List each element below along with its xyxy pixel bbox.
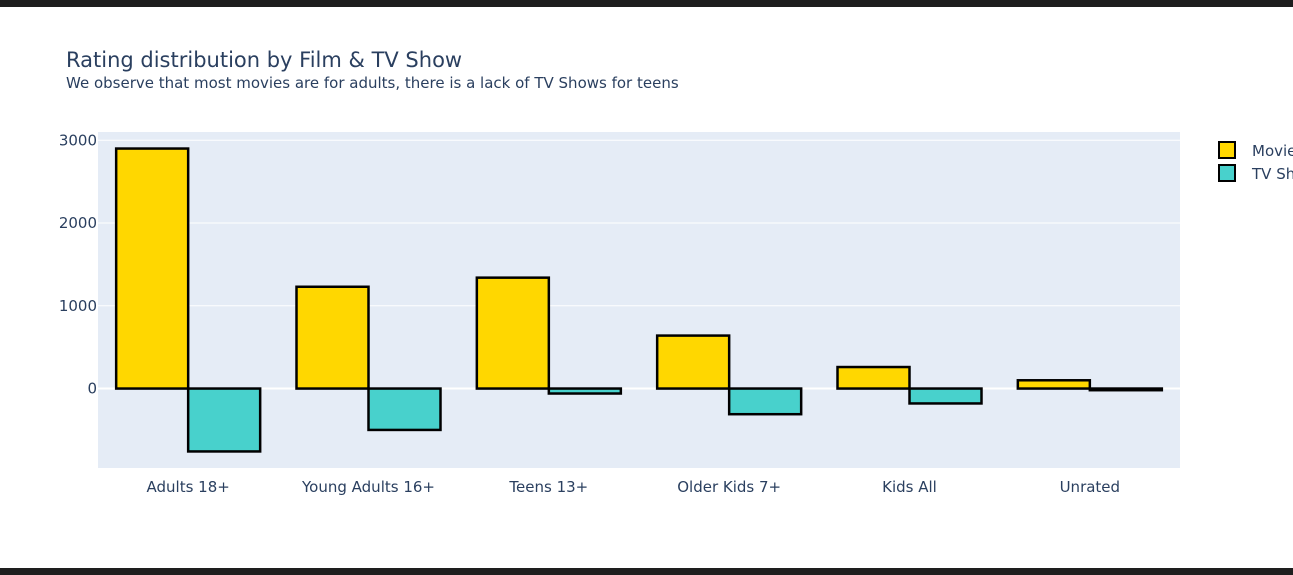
- x-tick-label: Young Adults 16+: [301, 478, 435, 496]
- legend-label: Movie: [1252, 142, 1293, 160]
- x-tick-label: Kids All: [882, 478, 937, 496]
- chart-subtitle: We observe that most movies are for adul…: [66, 74, 679, 92]
- y-axis-ticks: 3000 2000 1000 0: [59, 131, 97, 397]
- chart-title: Rating distribution by Film & TV Show: [66, 48, 463, 72]
- y-tick-label: 0: [87, 380, 97, 398]
- tv-show-bar[interactable]: [727, 387, 803, 416]
- window-bottom-border: [0, 568, 1293, 575]
- tv-show-bar[interactable]: [367, 387, 442, 432]
- x-tick-label: Teens 13+: [508, 478, 588, 496]
- x-tick-label: Unrated: [1060, 478, 1120, 496]
- tv-show-bar[interactable]: [547, 387, 623, 395]
- chart-container: Rating distribution by Film & TV Show We…: [0, 7, 1293, 568]
- movie-bar[interactable]: [836, 365, 911, 390]
- window-top-border: [0, 0, 1293, 7]
- movie-bar[interactable]: [655, 334, 731, 390]
- movie-bar[interactable]: [295, 285, 370, 390]
- legend-item[interactable]: Movie: [1218, 141, 1293, 160]
- x-tick-label: Older Kids 7+: [677, 478, 781, 496]
- legend[interactable]: Movie TV Show: [1218, 141, 1293, 183]
- y-tick-label: 2000: [59, 214, 97, 232]
- bars: [114, 147, 1164, 453]
- tv-show-bar[interactable]: [186, 387, 262, 453]
- legend-swatch: [1218, 141, 1236, 159]
- legend-swatch: [1218, 164, 1236, 182]
- gridlines: [98, 139, 1180, 390]
- y-tick-label: 1000: [59, 297, 97, 315]
- tv-show-bar[interactable]: [1088, 387, 1164, 392]
- movie-bar[interactable]: [1016, 379, 1092, 390]
- tv-show-bar[interactable]: [908, 387, 983, 405]
- movie-bar[interactable]: [114, 147, 190, 390]
- legend-item[interactable]: TV Show: [1218, 164, 1293, 183]
- legend-label: TV Show: [1251, 165, 1293, 183]
- x-axis-ticks: Adults 18+ Young Adults 16+ Teens 13+ Older…: [147, 478, 1121, 496]
- plot-area: [98, 132, 1180, 468]
- movie-bar[interactable]: [475, 276, 551, 390]
- y-tick-label: 3000: [59, 131, 97, 149]
- x-tick-label: Adults 18+: [147, 478, 230, 496]
- bar-chart: 3000 2000 1000 0 Adults 18+ Young Adults 16+…: [59, 131, 1293, 496]
